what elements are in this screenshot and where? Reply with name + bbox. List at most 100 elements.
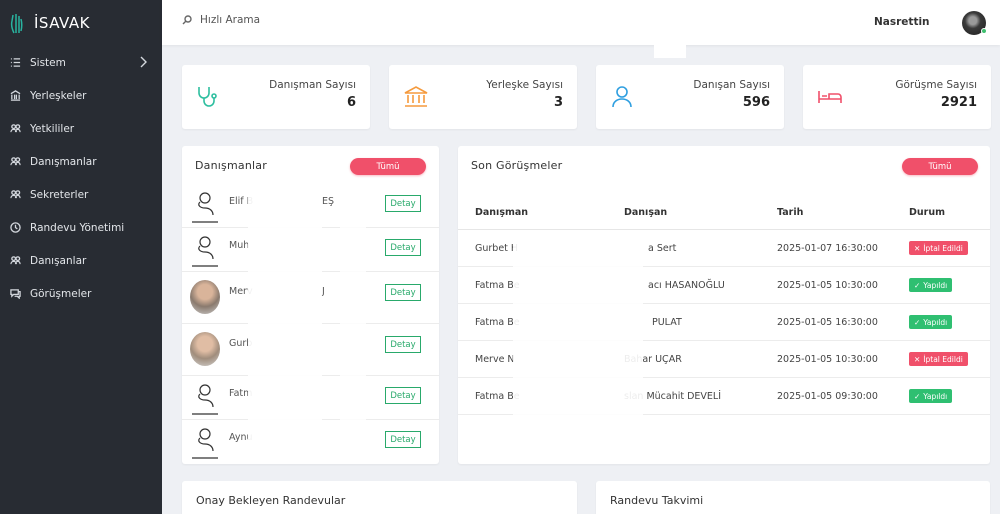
- sidebar-item-label: Yerleşkeler: [30, 89, 87, 102]
- consultant-cell: Fatma Be: [475, 391, 520, 402]
- stat-value: 3: [553, 95, 563, 110]
- status-badge: ✕ İptal Edildi: [909, 241, 968, 255]
- appointment-calendar-title: Randevu Takvimi: [610, 494, 704, 507]
- stat-card-meetings[interactable]: Görüşme Sayısı 2921: [803, 65, 991, 129]
- consultant-name-extra: J: [322, 286, 325, 297]
- consultants-card: Danışmanlar Tümü Elif B EŞ Detay Muh Det…: [182, 146, 439, 464]
- column-header: Danışman: [475, 207, 529, 218]
- chevron-right-icon: [139, 56, 148, 71]
- date-cell: 2025-01-05 10:30:00: [777, 354, 878, 365]
- search-icon: [182, 15, 192, 25]
- building-icon: [9, 90, 21, 102]
- table-row[interactable]: Fatma Be slan Mücahit DEVELİ 2025-01-05 …: [458, 378, 990, 415]
- list-item: Aynu Detay: [182, 420, 439, 464]
- stat-card-consultants[interactable]: Danışman Sayısı 6: [182, 65, 370, 129]
- pending-appointments-card: Onay Bekleyen Randevular: [182, 481, 577, 514]
- sidebar-item-sistem[interactable]: Sistem: [0, 46, 162, 79]
- table-row[interactable]: Gurbet H a Sert 2025-01-07 16:30:00 ✕ İpt…: [458, 230, 990, 267]
- consultant-name-extra: EŞ: [322, 196, 335, 207]
- check-icon: ✓: [914, 317, 921, 327]
- detail-button[interactable]: Detay: [385, 284, 421, 301]
- sidebar-item-randevu-yonetimi[interactable]: Randevu Yönetimi: [0, 211, 162, 244]
- status-badge: ✓ Yapıldı: [909, 278, 953, 292]
- status-badge: ✓ Yapıldı: [909, 315, 953, 329]
- recent-meetings-card: Son Görüşmeler Tümü Danışman Danışan Tar…: [458, 146, 990, 464]
- sidebar-item-label: Görüşmeler: [30, 287, 92, 300]
- sidebar-item-label: Sekreterler: [30, 188, 89, 201]
- consultant-name: Aynu: [229, 432, 253, 443]
- sidebar-item-label: Randevu Yönetimi: [30, 221, 125, 234]
- detail-button[interactable]: Detay: [385, 431, 421, 448]
- clock-icon: [9, 222, 21, 234]
- stat-card-campuses[interactable]: Yerleşke Sayısı 3: [389, 65, 577, 129]
- consultant-name: Merv: [229, 286, 253, 297]
- sidebar-item-danisanlar[interactable]: Danışanlar: [0, 244, 162, 277]
- consultant-cell: Merve N: [475, 354, 515, 365]
- redaction-overlay: [340, 186, 366, 462]
- close-icon: ✕: [914, 354, 921, 364]
- consultant-name: Muh: [229, 240, 250, 251]
- avatar-placeholder-icon: [192, 236, 218, 267]
- close-icon: ✕: [914, 243, 921, 253]
- user-icon: [612, 86, 632, 108]
- date-cell: 2025-01-05 16:30:00: [777, 317, 878, 328]
- status-badge: ✕ İptal Edildi: [909, 352, 968, 366]
- detail-button[interactable]: Detay: [385, 195, 421, 212]
- check-icon: ✓: [914, 391, 921, 401]
- consultants-title: Danışmanlar: [195, 159, 267, 172]
- status-text: Yapıldı: [923, 391, 948, 401]
- sidebar-item-yerleskeler[interactable]: Yerleşkeler: [0, 79, 162, 112]
- sidebar-item-label: Yetkililer: [30, 122, 75, 135]
- app-name: İSAVAK: [34, 14, 90, 32]
- stat-value: 2921: [940, 95, 977, 110]
- search-input[interactable]: [200, 14, 400, 26]
- table-row[interactable]: Fatma Be acı HASANOĞLU 2025-01-05 10:30:…: [458, 267, 990, 304]
- username[interactable]: Nasrettin: [874, 16, 930, 28]
- chat-icon: [9, 288, 21, 300]
- avatar[interactable]: [962, 11, 987, 35]
- status-text: İptal Edildi: [923, 243, 963, 253]
- sidebar-item-label: Danışmanlar: [30, 155, 97, 168]
- recent-meetings-title: Son Görüşmeler: [471, 159, 563, 172]
- topbar: Nasrettin: [162, 0, 1000, 45]
- column-header: Danışan: [624, 207, 668, 218]
- sidebar: İSAVAK Sistem Yerleşkeler Yetkililer Dan…: [0, 0, 162, 514]
- detail-button[interactable]: Detay: [385, 336, 421, 353]
- pending-appointments-title: Onay Bekleyen Randevular: [196, 494, 346, 507]
- consultants-all-button[interactable]: Tümü: [350, 158, 426, 175]
- consultant-name: Gurb: [229, 338, 253, 349]
- sidebar-item-gorusmeler[interactable]: Görüşmeler: [0, 277, 162, 310]
- detail-button[interactable]: Detay: [385, 239, 421, 256]
- hand-logo-icon: [10, 14, 23, 34]
- redaction-overlay: [513, 230, 643, 416]
- topbar-notch: [654, 45, 686, 58]
- brand[interactable]: İSAVAK: [0, 0, 162, 46]
- status-text: Yapıldı: [923, 317, 948, 327]
- meetings-all-button[interactable]: Tümü: [902, 158, 978, 175]
- table-row[interactable]: Merve N Bahar UÇAR 2025-01-05 10:30:00 ✕…: [458, 341, 990, 378]
- consultant-name: Fatm: [229, 388, 253, 399]
- consultant-photo: [190, 280, 220, 314]
- stat-value: 6: [346, 95, 356, 110]
- stat-label: Yerleşke Sayısı: [486, 79, 563, 91]
- redaction-overlay: [248, 186, 322, 462]
- sidebar-item-sekreterler[interactable]: Sekreterler: [0, 178, 162, 211]
- online-status-dot: [981, 28, 987, 34]
- appointment-calendar-card: Randevu Takvimi: [596, 481, 990, 514]
- table-row[interactable]: Fatma Be PULAT 2025-01-05 16:30:00 ✓ Yapı…: [458, 304, 990, 341]
- table-header: Danışman Danışan Tarih Durum: [458, 194, 990, 230]
- avatar-placeholder-icon: [192, 192, 218, 223]
- users-icon: [9, 255, 21, 267]
- stat-label: Görüşme Sayısı: [895, 79, 977, 91]
- date-cell: 2025-01-07 16:30:00: [777, 243, 878, 254]
- detail-button[interactable]: Detay: [385, 387, 421, 404]
- sidebar-item-yetkililer[interactable]: Yetkililer: [0, 112, 162, 145]
- stat-label: Danışman Sayısı: [269, 79, 356, 91]
- list-icon: [9, 57, 21, 69]
- client-cell: Bahar UÇAR: [624, 354, 682, 365]
- stat-card-clients[interactable]: Danışan Sayısı 596: [596, 65, 784, 129]
- date-cell: 2025-01-05 10:30:00: [777, 280, 878, 291]
- users-icon: [9, 123, 21, 135]
- sidebar-item-danismanlar[interactable]: Danışmanlar: [0, 145, 162, 178]
- date-cell: 2025-01-05 09:30:00: [777, 391, 878, 402]
